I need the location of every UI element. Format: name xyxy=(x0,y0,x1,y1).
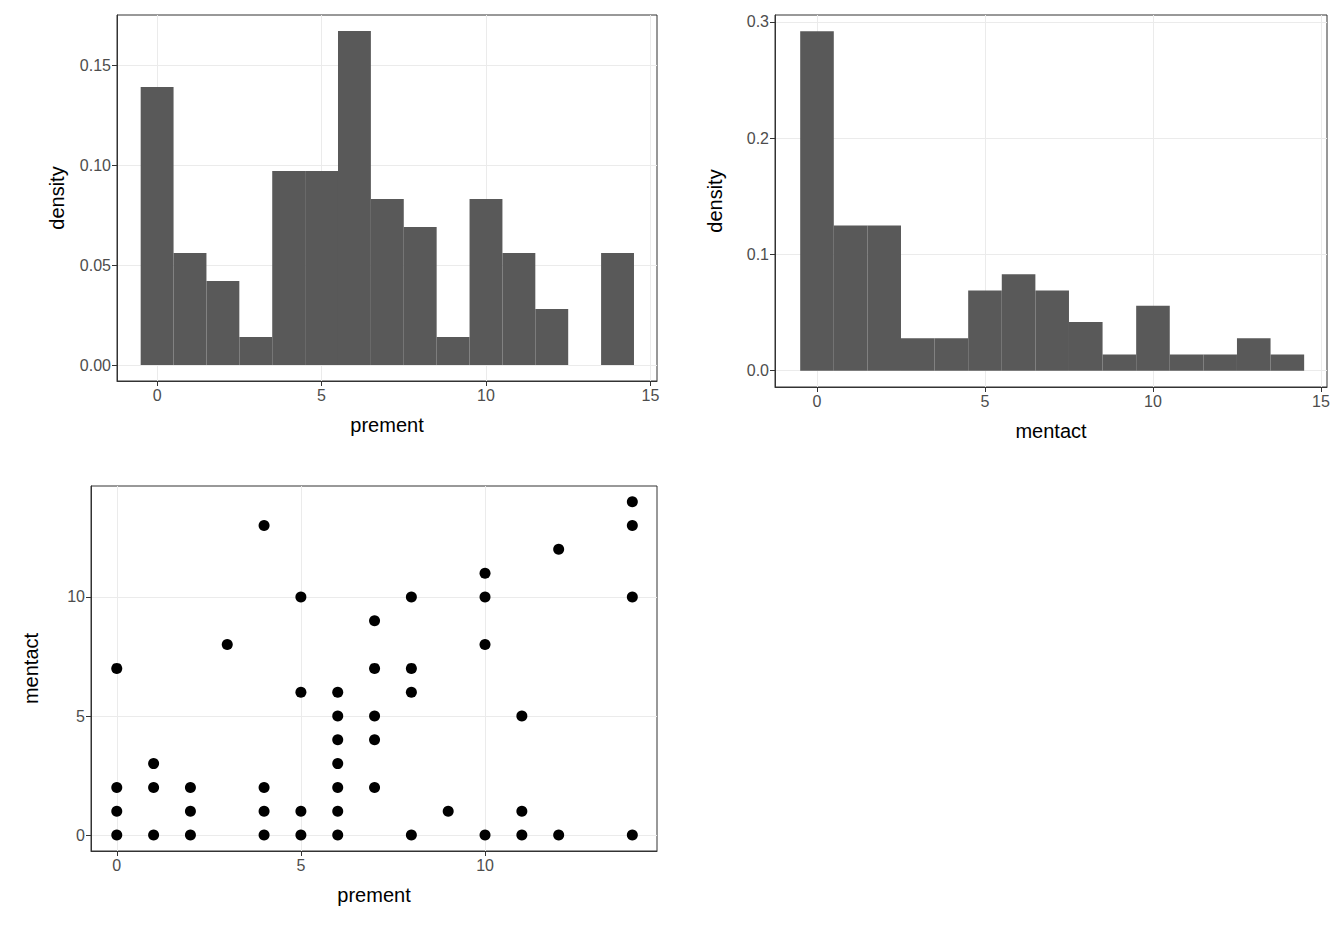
svg-text:0: 0 xyxy=(153,387,162,404)
svg-text:0: 0 xyxy=(813,393,822,410)
svg-text:0.15: 0.15 xyxy=(80,57,111,74)
svg-text:0.10: 0.10 xyxy=(80,157,111,174)
svg-text:5: 5 xyxy=(981,393,990,410)
svg-text:0: 0 xyxy=(112,857,121,874)
svg-text:prement: prement xyxy=(350,414,424,436)
svg-text:5: 5 xyxy=(317,387,326,404)
svg-text:15: 15 xyxy=(1312,393,1330,410)
svg-text:0.1: 0.1 xyxy=(747,246,769,263)
svg-text:10: 10 xyxy=(477,387,495,404)
svg-text:5: 5 xyxy=(76,708,85,725)
svg-text:mentact: mentact xyxy=(20,632,42,704)
svg-text:0: 0 xyxy=(76,827,85,844)
svg-text:10: 10 xyxy=(67,588,85,605)
svg-text:15: 15 xyxy=(642,387,660,404)
svg-text:0.3: 0.3 xyxy=(747,13,769,30)
svg-text:10: 10 xyxy=(476,857,494,874)
svg-text:0.0: 0.0 xyxy=(747,362,769,379)
svg-text:density: density xyxy=(46,166,68,229)
svg-text:0.2: 0.2 xyxy=(747,130,769,147)
svg-text:density: density xyxy=(704,169,726,232)
svg-text:mentact: mentact xyxy=(1015,420,1087,442)
svg-text:5: 5 xyxy=(296,857,305,874)
svg-text:0.00: 0.00 xyxy=(80,357,111,374)
svg-text:0.05: 0.05 xyxy=(80,257,111,274)
svg-text:10: 10 xyxy=(1144,393,1162,410)
svg-text:prement: prement xyxy=(337,884,411,906)
